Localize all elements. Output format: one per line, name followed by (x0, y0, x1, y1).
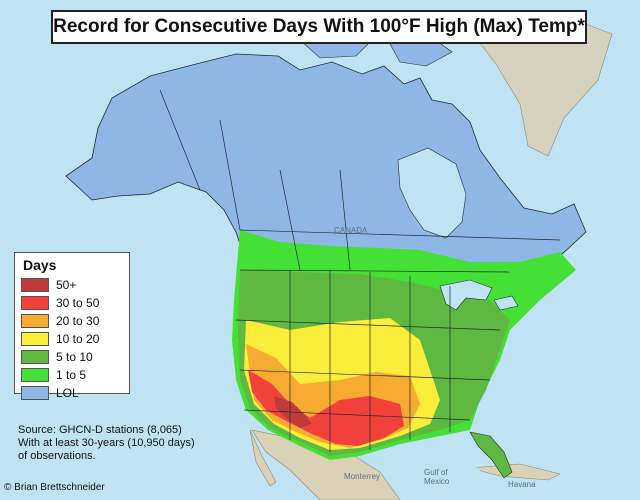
label-gulf: Gulf of (424, 468, 448, 477)
gulf-of-mexico (380, 452, 480, 494)
legend-label: 1 to 5 (56, 368, 87, 382)
source-line: With at least 30-years (10,950 days) (18, 437, 195, 449)
canada-alaska-landmass (65, 53, 587, 301)
map-title: Record for Consecutive Days With 100°F H… (53, 16, 585, 37)
label-monterrey: Monterrey (344, 472, 381, 481)
legend-label: 30 to 50 (56, 296, 100, 310)
legend-swatch (21, 296, 49, 310)
baja-peninsula (249, 429, 277, 487)
legend-label: 5 to 10 (56, 350, 93, 364)
source-line: of observations. (18, 450, 96, 462)
legend-swatch (21, 368, 49, 382)
legend-item: 20 to 30 (21, 312, 123, 330)
source-note: Source: GHCN-D stations (8,065) With at … (18, 424, 258, 463)
label-havana: Havana (508, 480, 536, 489)
zone-30-to-50 (248, 370, 404, 446)
hudson-bay (397, 147, 467, 239)
political-borders (159, 89, 561, 452)
legend-item: LOL (21, 384, 123, 402)
legend-item: 30 to 50 (21, 294, 123, 312)
legend-label: 20 to 30 (56, 314, 100, 328)
legend: Days 50+ 30 to 50 20 to 30 10 to 20 5 to… (14, 252, 130, 400)
florida-peninsula (469, 431, 513, 479)
legend-label: 50+ (56, 278, 77, 292)
legend-item: 10 to 20 (21, 330, 123, 348)
source-line: Source: GHCN-D stations (8,065) (18, 424, 182, 436)
legend-swatch (21, 278, 49, 292)
legend-label: LOL (56, 386, 79, 400)
copyright-credit: © Brian Brettschneider (4, 482, 105, 493)
legend-swatch (21, 386, 49, 400)
label-canada: CANADA (334, 226, 368, 235)
legend-swatch (21, 314, 49, 328)
title-box: Record for Consecutive Days With 100°F H… (51, 10, 587, 44)
legend-item: 1 to 5 (21, 366, 123, 384)
legend-swatch (21, 350, 49, 364)
legend-item: 50+ (21, 276, 123, 294)
legend-label: 10 to 20 (56, 332, 100, 346)
cuba-island (469, 463, 561, 481)
legend-item: 5 to 10 (21, 348, 123, 366)
label-mexico: Mexico (424, 477, 450, 486)
legend-title: Days (23, 257, 57, 273)
legend-swatch (21, 332, 49, 346)
great-lakes (439, 279, 519, 311)
